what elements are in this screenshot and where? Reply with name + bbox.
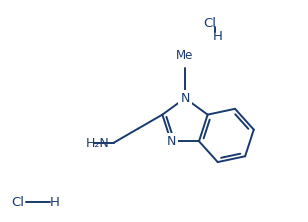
Text: Cl: Cl [204, 18, 217, 30]
Text: N: N [180, 92, 190, 105]
Text: Me: Me [176, 49, 194, 62]
Text: H: H [213, 30, 223, 44]
Text: Cl: Cl [11, 196, 25, 208]
Text: N: N [166, 135, 176, 148]
Text: H: H [50, 196, 60, 208]
Text: H₂N: H₂N [86, 137, 110, 150]
